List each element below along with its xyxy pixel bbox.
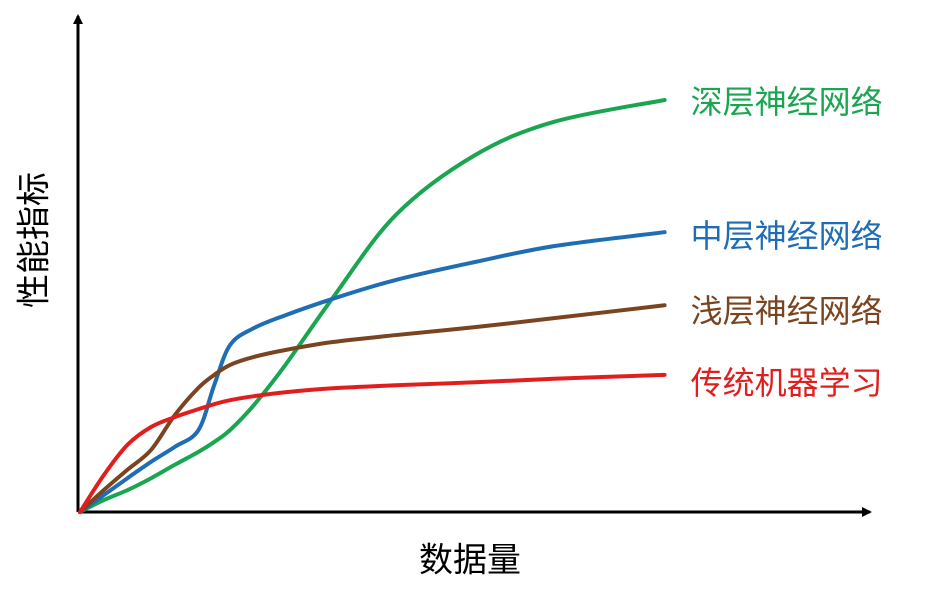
series-label: 传统机器学习 (691, 364, 883, 402)
line (78, 303, 667, 514)
series-label: 浅层神经网络 (691, 292, 883, 330)
line (78, 230, 667, 514)
series-label: 中层神经网络 (691, 217, 883, 255)
line (78, 372, 667, 514)
x-axis-label: 数据量 (419, 541, 521, 581)
series-label: 深层神经网络 (691, 83, 883, 121)
line (78, 97, 667, 514)
y-axis-label: 性能指标 (15, 172, 55, 308)
